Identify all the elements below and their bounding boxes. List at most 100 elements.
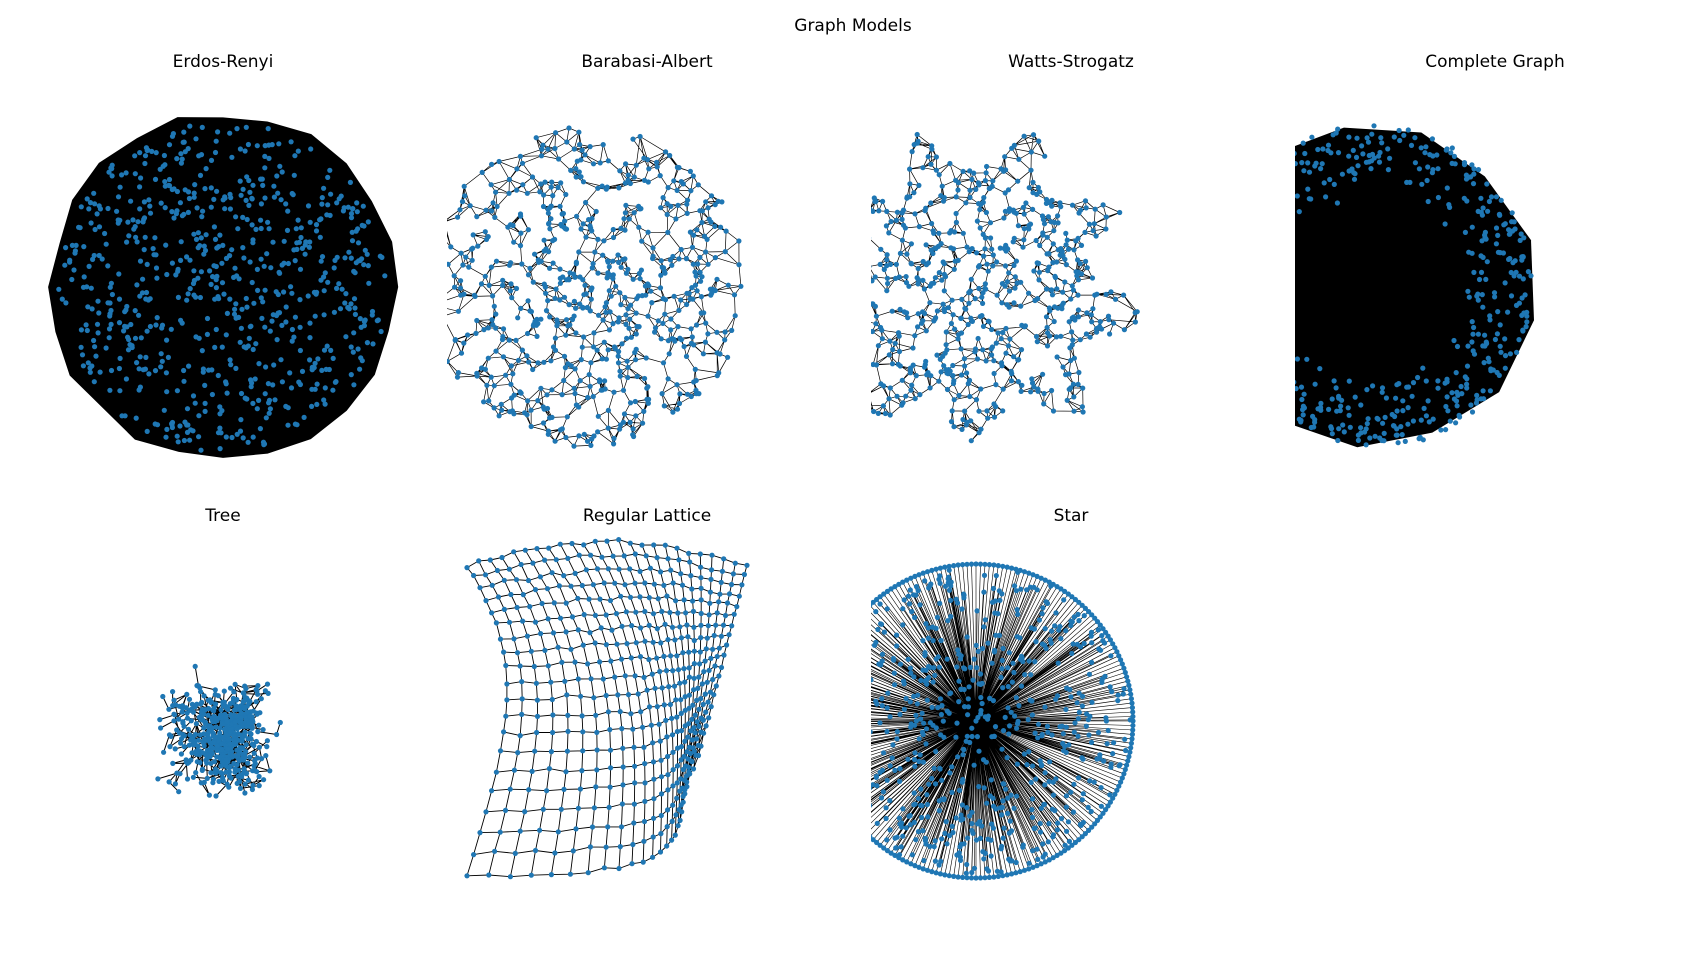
graph-node — [218, 763, 224, 769]
graph-node — [633, 413, 639, 419]
graph-node — [309, 403, 315, 409]
graph-node — [1033, 237, 1039, 244]
graph-node — [975, 648, 981, 654]
graph-node — [253, 699, 259, 705]
graph-node — [665, 185, 671, 191]
graph-node — [929, 281, 935, 287]
graph-node — [672, 637, 678, 643]
graph-node — [592, 640, 598, 646]
graph-node — [896, 855, 902, 861]
graph-node — [694, 719, 700, 725]
graph-node — [481, 399, 487, 405]
graph-node — [1333, 385, 1339, 391]
graph-node — [507, 874, 513, 880]
graph-node — [1399, 432, 1405, 438]
graph-node — [871, 803, 873, 808]
graph-node — [1435, 166, 1441, 172]
graph-node — [1042, 626, 1048, 632]
graph-node — [884, 208, 890, 214]
graph-node — [210, 274, 216, 280]
graph-node — [249, 380, 255, 386]
graph-node — [699, 219, 705, 226]
graph-node — [936, 664, 942, 670]
graph-node — [936, 270, 942, 276]
graph-node — [1084, 265, 1090, 271]
graph-node — [238, 192, 244, 198]
graph-node — [969, 725, 975, 731]
graph-node — [605, 259, 611, 265]
graph-node — [1000, 386, 1006, 392]
graph-node — [1074, 273, 1080, 279]
graph-node — [496, 413, 502, 419]
graph-node — [213, 277, 219, 283]
graph-node — [179, 736, 185, 742]
graph-node — [243, 295, 249, 302]
graph-node — [250, 782, 256, 788]
graph-node — [707, 600, 713, 606]
graph-node — [894, 729, 900, 735]
graph-node — [981, 589, 987, 595]
graph-node — [268, 265, 274, 271]
graph-node — [902, 225, 908, 231]
graph-node — [279, 169, 285, 175]
graph-node — [664, 843, 670, 849]
graph-node — [567, 270, 573, 276]
graph-node — [1346, 378, 1352, 384]
graph-node — [1053, 610, 1059, 616]
graph-node — [206, 736, 212, 742]
graph-node — [1371, 123, 1377, 129]
graph-node — [161, 749, 167, 755]
graph-node — [879, 651, 886, 657]
graph-node — [646, 704, 653, 710]
graph-node — [299, 368, 306, 374]
graph-node — [958, 330, 965, 336]
graph-node — [923, 621, 929, 627]
graph-node — [351, 330, 357, 336]
graph-node — [691, 687, 697, 693]
graph-node — [1119, 661, 1125, 667]
graph-node — [909, 382, 915, 388]
graph-node — [1396, 381, 1402, 387]
graph-node — [1325, 142, 1332, 148]
graph-node — [1518, 231, 1524, 237]
graph-node — [881, 266, 887, 273]
graph-node — [190, 280, 197, 287]
graph-node — [611, 441, 617, 447]
graph-node — [723, 228, 729, 234]
graph-node — [171, 215, 177, 221]
graph-node — [671, 293, 677, 299]
graph-node — [171, 718, 177, 724]
graph-node — [127, 342, 133, 348]
graph-node — [161, 407, 167, 413]
graph-node — [1435, 385, 1441, 391]
graph-node — [1013, 258, 1019, 264]
graph-node — [976, 182, 982, 188]
graph-node — [1065, 819, 1071, 825]
graph-node — [147, 210, 154, 216]
graph-node — [1030, 848, 1036, 854]
graph-node — [699, 274, 705, 280]
graph-node — [545, 210, 551, 216]
graph-node — [915, 324, 921, 330]
graph-node — [1089, 699, 1095, 705]
graph-node — [1470, 331, 1476, 337]
graph-node — [634, 373, 640, 380]
graph-node — [178, 740, 184, 746]
graph-node — [887, 412, 893, 418]
graph-node — [1365, 139, 1372, 145]
graph-node — [923, 667, 929, 673]
graph-node — [548, 679, 554, 685]
graph-node — [529, 174, 536, 180]
graph-node — [232, 306, 238, 312]
graph-node — [366, 280, 372, 286]
graph-node — [1351, 170, 1357, 176]
graph-node — [999, 666, 1005, 672]
graph-node — [142, 153, 149, 159]
graph-node — [935, 654, 941, 660]
graph-node — [964, 634, 970, 640]
graph-node — [229, 154, 235, 160]
graph-node — [1063, 793, 1070, 799]
graph-node — [285, 260, 291, 267]
graph-node — [953, 596, 959, 602]
graph-node — [618, 593, 624, 599]
